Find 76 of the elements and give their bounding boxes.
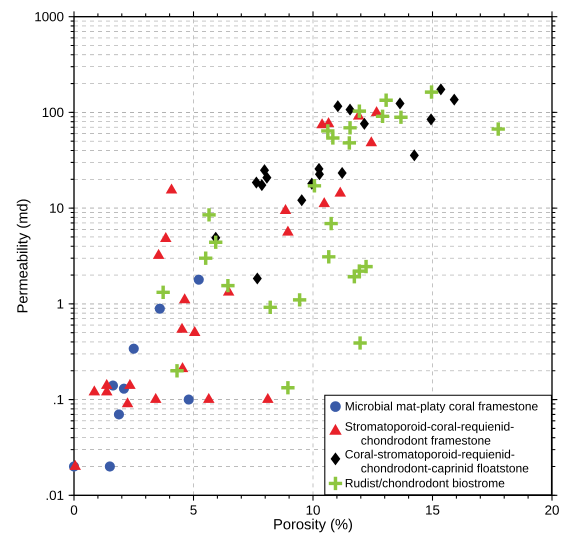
legend-label: Rudist/chondrodont biostrome <box>346 478 504 488</box>
point <box>410 149 419 162</box>
point <box>189 326 200 336</box>
legend-label: Stromatoporoid-coral-requienid-chondrodont framestone <box>345 422 514 445</box>
point <box>320 248 338 266</box>
point <box>150 393 162 403</box>
y-tick-label: .1 <box>54 394 64 404</box>
point <box>104 461 115 472</box>
point <box>340 134 358 152</box>
point <box>450 94 459 106</box>
point <box>262 172 272 184</box>
point <box>374 108 391 125</box>
x-tick-label: 15 <box>426 505 440 515</box>
point <box>392 108 410 126</box>
point <box>200 206 218 224</box>
legend-label: Coral-stromatoporoid-requienid-chondrodont-caprinid floatstone <box>345 450 528 475</box>
point <box>342 119 358 136</box>
point <box>306 177 323 194</box>
point <box>436 83 446 96</box>
y-tick-label: .01 <box>46 490 64 500</box>
point <box>333 100 342 112</box>
point <box>257 179 266 191</box>
point <box>194 274 204 285</box>
point <box>128 344 139 354</box>
point <box>197 250 214 267</box>
point <box>423 84 440 100</box>
point <box>207 234 224 251</box>
point <box>291 291 308 308</box>
point <box>124 379 136 389</box>
point <box>176 323 188 333</box>
point <box>168 362 186 380</box>
point <box>101 379 112 389</box>
point <box>322 215 340 232</box>
point <box>88 386 100 396</box>
legend-label: Microbial mat-platy coral framestone <box>346 402 538 413</box>
point <box>346 104 355 116</box>
point <box>297 194 306 206</box>
point <box>262 393 274 403</box>
point <box>378 92 395 109</box>
point <box>280 379 296 396</box>
point <box>350 102 368 120</box>
point <box>426 114 436 126</box>
point <box>122 398 134 408</box>
point <box>153 249 164 259</box>
point <box>338 167 347 179</box>
point <box>160 232 172 242</box>
point <box>396 98 404 110</box>
y-tick-label: 1 <box>58 299 64 308</box>
x-tick-label: 10 <box>306 505 320 515</box>
point <box>252 272 262 284</box>
point <box>220 277 236 294</box>
y-tick-label: 100 <box>42 108 64 118</box>
point <box>318 197 330 208</box>
x-tick-label: 5 <box>190 505 197 515</box>
point <box>360 118 369 130</box>
x-tick-label: 20 <box>545 505 559 515</box>
point <box>366 136 377 146</box>
point <box>114 409 124 420</box>
point <box>203 393 214 403</box>
point <box>154 284 172 301</box>
y-axis-title: Permeability (md) <box>16 199 30 312</box>
x-axis-title: Porosity (%) <box>274 518 352 532</box>
y-tick-label: 10 <box>50 203 64 213</box>
point <box>280 204 292 214</box>
point <box>490 120 507 138</box>
point <box>184 394 194 405</box>
point <box>154 304 165 314</box>
y-tick-label: 1000 <box>35 12 64 22</box>
x-tick-label: 0 <box>70 505 78 515</box>
point <box>179 293 190 304</box>
point <box>166 184 178 194</box>
point <box>352 334 368 352</box>
point <box>260 164 269 176</box>
point <box>262 298 279 316</box>
point <box>334 186 346 197</box>
point <box>282 226 294 236</box>
